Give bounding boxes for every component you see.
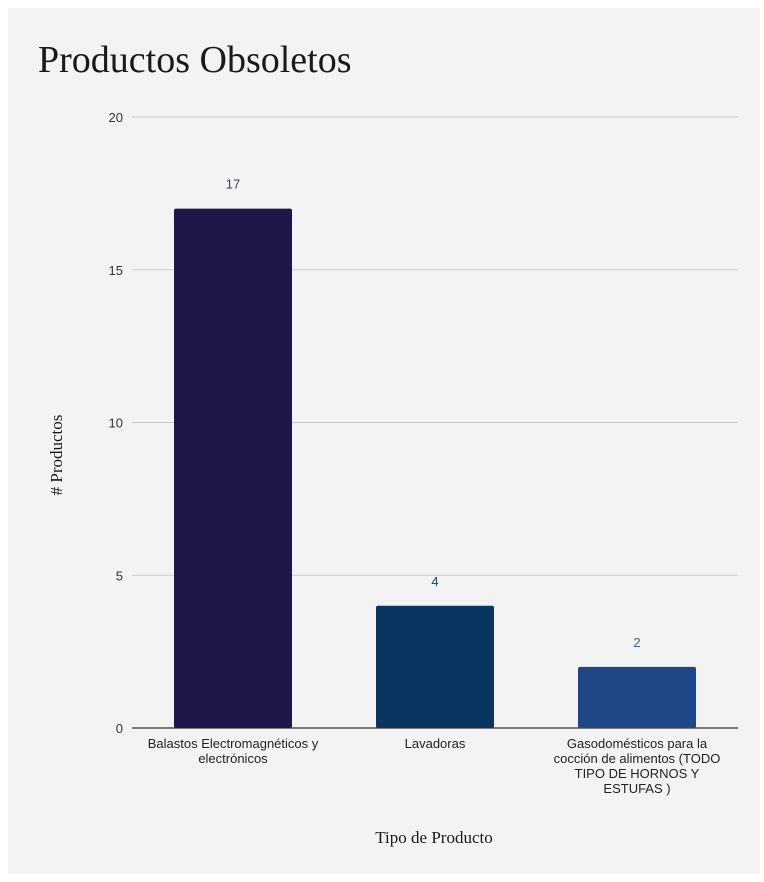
y-tick-label: 10 (109, 416, 123, 431)
x-axis-title: Tipo de Producto (375, 828, 493, 847)
chart-title: Productos Obsoletos (38, 39, 352, 81)
category-label-gasodomesticos: Gasodomésticos para la cocción de alimen… (553, 736, 721, 796)
data-label: 4 (431, 574, 438, 589)
data-label: 17 (226, 177, 240, 192)
y-tick-label: 15 (109, 263, 123, 278)
bar (578, 666, 696, 728)
data-label: 2 (633, 635, 640, 650)
y-tick-label: 5 (116, 568, 123, 583)
category-label-lavadoras: Lavadoras (404, 736, 466, 751)
category-label-balastos: Balastos Electromagnéticos y electrónico… (147, 736, 319, 766)
y-tick-label: 20 (109, 110, 123, 125)
bar (376, 605, 494, 728)
chart-card (8, 8, 760, 874)
bar (174, 208, 292, 728)
y-tick-label: 0 (116, 721, 123, 736)
